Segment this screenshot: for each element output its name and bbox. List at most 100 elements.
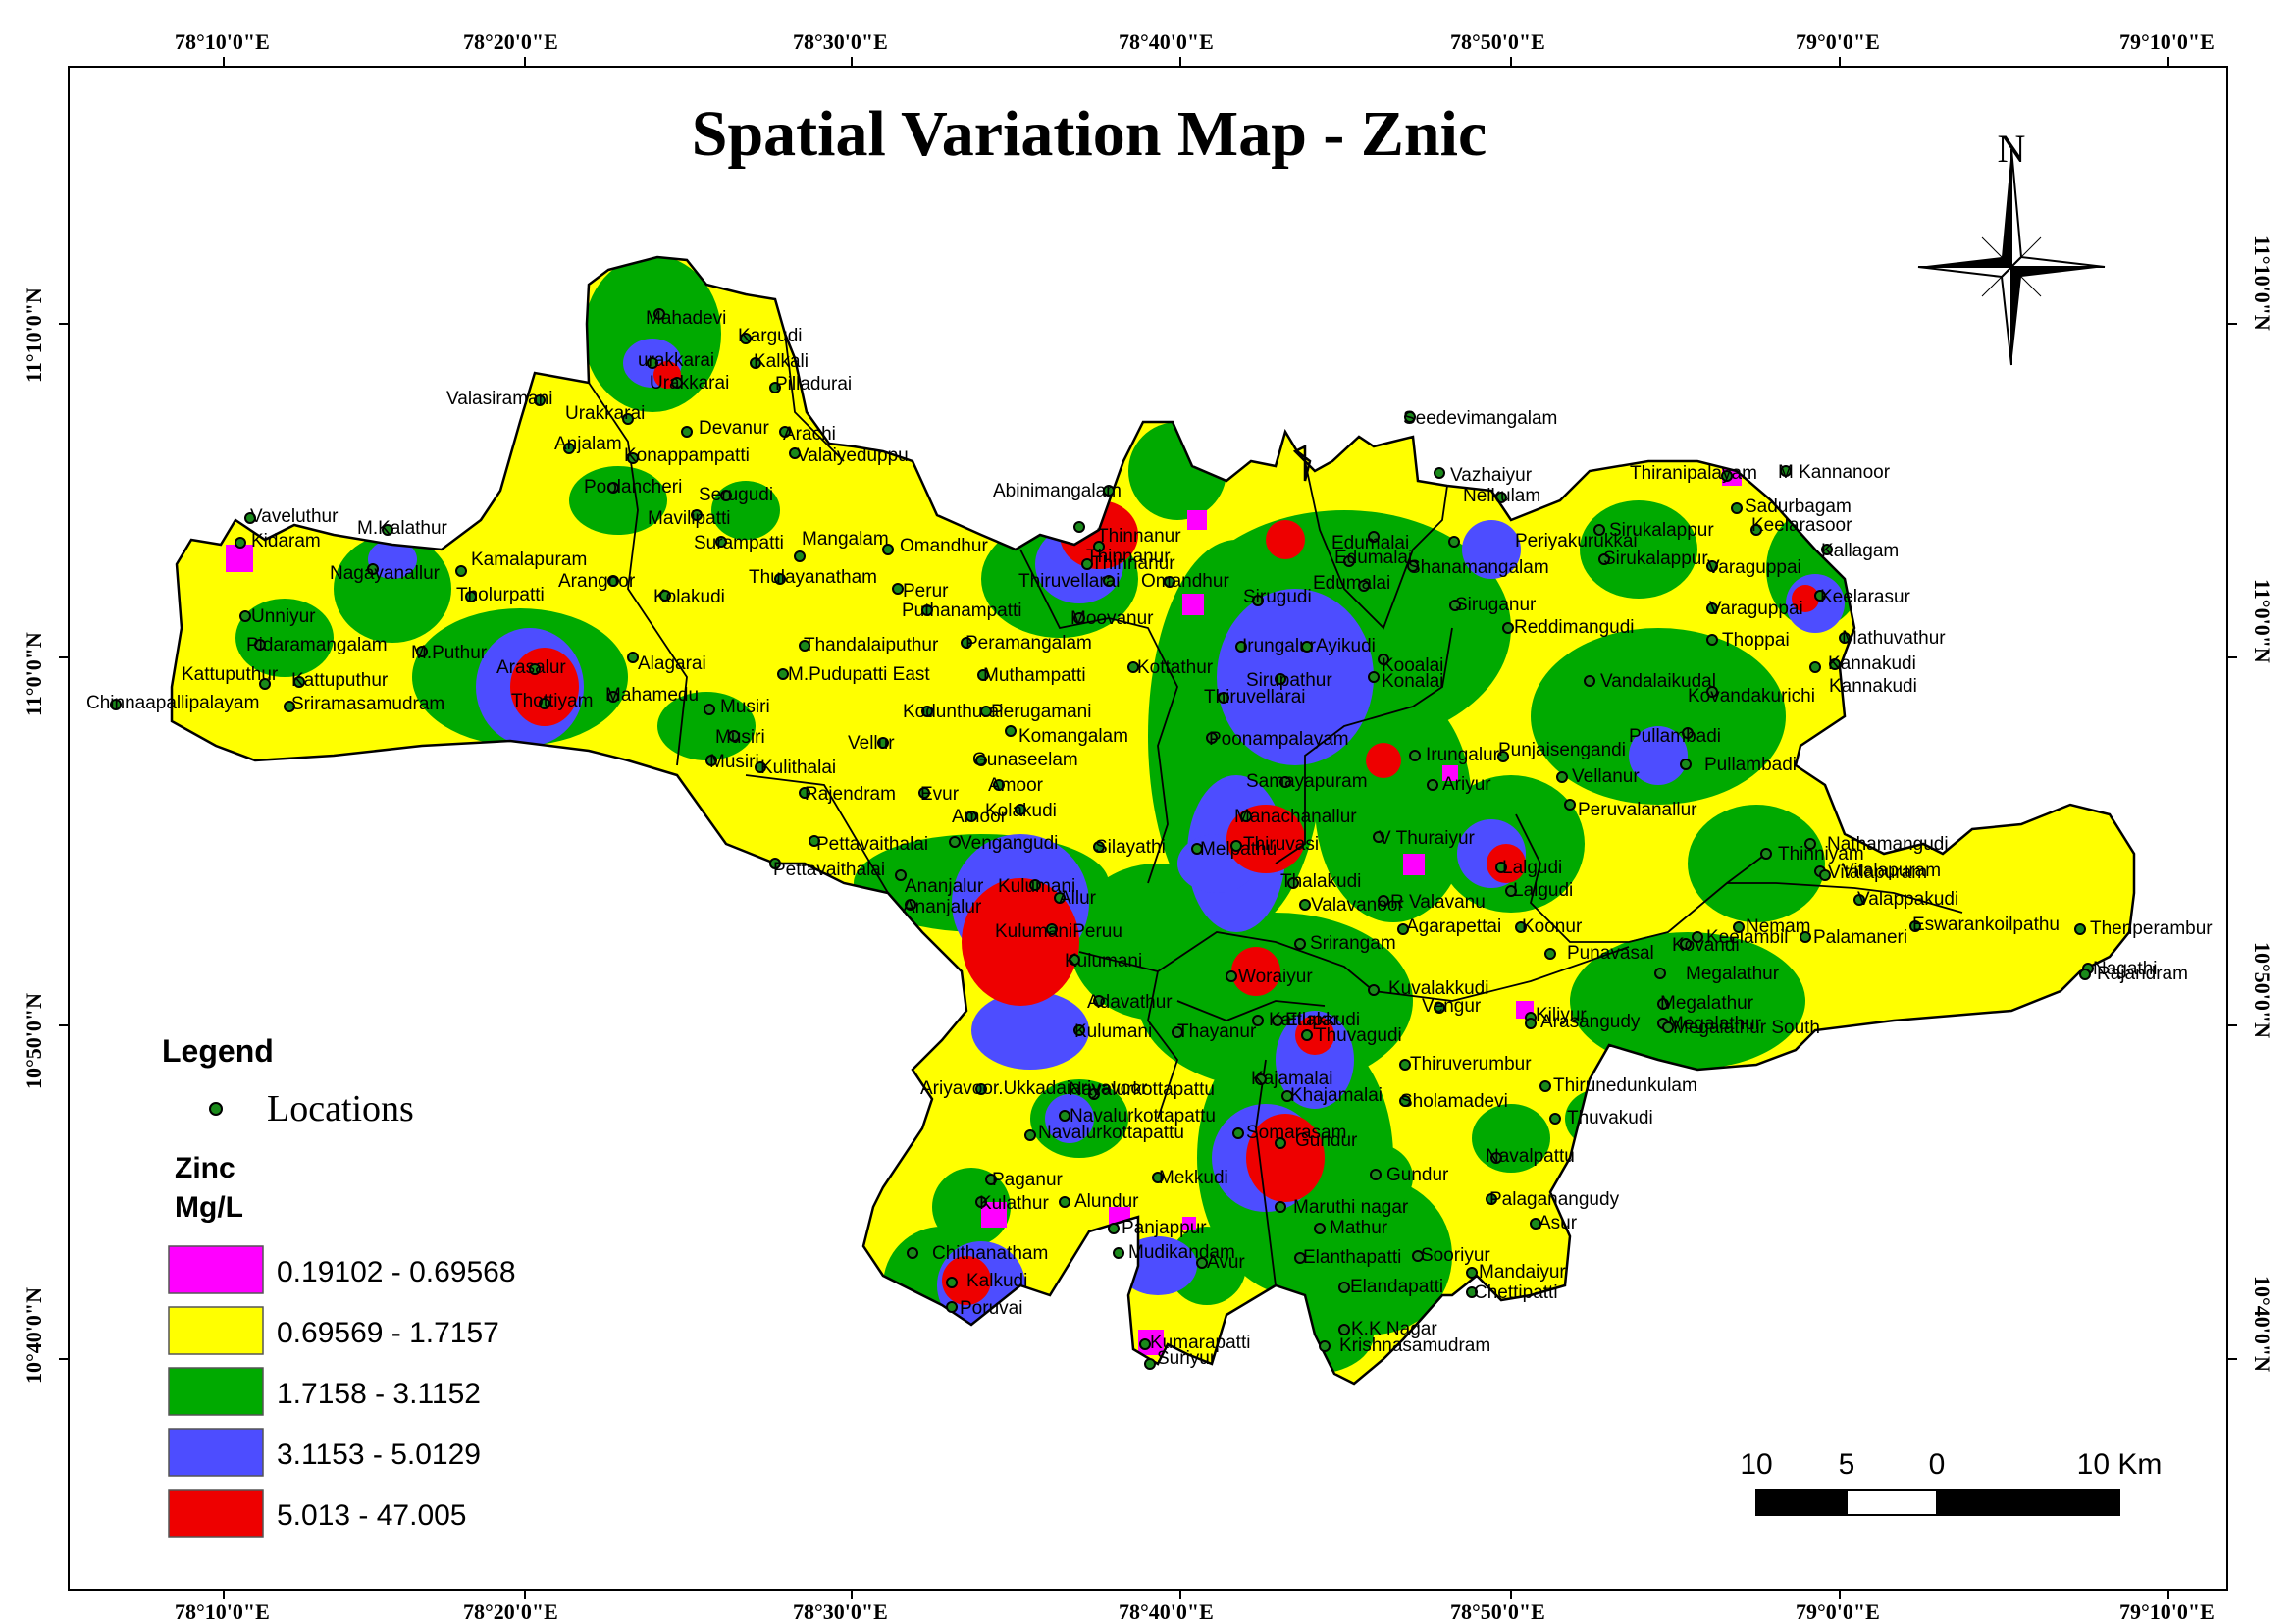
- location-marker-icon: [1093, 841, 1105, 853]
- location-marker-icon: [1069, 954, 1080, 966]
- location-label: Sadurbagam: [1745, 497, 1852, 517]
- location-label: Panjappur: [1122, 1218, 1207, 1238]
- location-label: Kulumani: [1074, 1021, 1152, 1042]
- location-label: Thinnanur: [1097, 526, 1181, 547]
- location-label: Vengangudi: [960, 833, 1058, 854]
- location-marker-icon: [1319, 1340, 1331, 1352]
- location-label: Samayapuram: [1246, 771, 1368, 792]
- location-marker-icon: [1218, 692, 1229, 704]
- location-marker-icon: [949, 836, 961, 848]
- location-label: Kulithalai: [760, 758, 836, 778]
- bottom-lon-label: 78°10'0"E: [175, 1599, 270, 1623]
- location-label: Unniyur: [251, 606, 316, 627]
- location-label: KulumaniPeruu: [995, 921, 1122, 942]
- location-label: Lalgudi: [1513, 880, 1573, 901]
- location-label: Srirangam: [1310, 933, 1396, 954]
- location-label: Maruthi nagar: [1293, 1197, 1409, 1218]
- top-lon-label: 78°40'0"E: [1119, 29, 1214, 54]
- location-marker-icon: [1399, 1095, 1411, 1107]
- location-label: Eswarankoilpathu: [1912, 915, 2060, 935]
- location-marker-icon: [1497, 751, 1509, 762]
- location-marker-icon: [740, 333, 752, 344]
- location-marker-icon: [1275, 673, 1286, 685]
- location-label: Kannakudi: [1829, 676, 1917, 697]
- location-label: Keelambil: [1706, 927, 1788, 948]
- location-marker-icon: [1272, 1015, 1283, 1026]
- location-marker-icon: [259, 678, 271, 690]
- location-marker-icon: [965, 811, 977, 822]
- location-label: Thinnanur: [1091, 553, 1175, 574]
- location-marker-icon: [1281, 1090, 1293, 1102]
- location-label: Pullambadi: [1704, 755, 1797, 775]
- location-label: Kallagam: [1821, 541, 1899, 561]
- location-label: Musiri: [715, 727, 765, 748]
- location-marker-icon: [416, 646, 428, 657]
- location-marker-icon: [1584, 675, 1595, 687]
- location-label: Valappakudi: [1857, 889, 1958, 910]
- location-label: Keelarasur: [1820, 587, 1911, 607]
- location-label: Kovandakurichi: [1688, 686, 1815, 707]
- location-marker-icon: [1370, 1169, 1382, 1180]
- location-label: Navalpattu: [1486, 1146, 1575, 1167]
- legend-swatch-2: [168, 1367, 264, 1416]
- location-label: Thinnanur: [1086, 547, 1171, 567]
- location-marker-icon: [1525, 1018, 1537, 1029]
- location-marker-icon: [239, 610, 251, 622]
- location-marker-icon: [529, 663, 541, 675]
- location-label: Alundur: [1074, 1191, 1139, 1212]
- location-label: Kulumani: [1065, 951, 1142, 971]
- location-label: Nathamangudi: [1827, 834, 1949, 855]
- location-label: Paganur: [992, 1170, 1064, 1190]
- location-marker-icon: [905, 899, 916, 911]
- location-marker-icon: [1073, 612, 1085, 624]
- location-label: Sirukalappur: [1609, 520, 1714, 541]
- location-label: Amoor: [952, 807, 1008, 827]
- location-marker-icon: [1399, 1059, 1411, 1071]
- location-marker-icon: [877, 737, 889, 749]
- location-marker-icon: [882, 544, 894, 555]
- location-marker-icon: [1093, 541, 1105, 552]
- location-marker-icon: [1804, 838, 1816, 850]
- location-label: Thalakudi: [1280, 871, 1361, 892]
- location-label: Varaguppai: [1709, 599, 1803, 619]
- location-marker-icon: [946, 1277, 958, 1288]
- location-label: Thulayanatham: [749, 567, 877, 588]
- location-label: Kannakudi: [1828, 654, 1916, 674]
- top-lon-label: 79°0'0"E: [1796, 29, 1880, 54]
- location-marker-icon: [691, 509, 703, 521]
- location-marker-icon: [1760, 848, 1772, 860]
- location-marker-icon: [1598, 553, 1610, 565]
- location-marker-icon: [1275, 1201, 1286, 1213]
- location-label: Valavanoor: [1311, 895, 1404, 916]
- location-marker-icon: [1706, 602, 1718, 614]
- location-marker-icon: [895, 869, 907, 881]
- location-marker-icon: [1564, 799, 1576, 811]
- location-label: Sirupathur: [1246, 670, 1332, 691]
- location-marker-icon: [1108, 1223, 1120, 1234]
- location-marker-icon: [1378, 654, 1389, 665]
- location-marker-icon: [647, 357, 658, 369]
- location-label: Vellur: [848, 733, 895, 754]
- location-marker-icon: [720, 490, 732, 501]
- location-marker-icon: [2074, 923, 2086, 935]
- location-label: Vazhaiyur: [1450, 465, 1533, 486]
- location-label: Poonampalayam: [1209, 729, 1349, 750]
- location-label: Periyakurukkai: [1515, 531, 1638, 551]
- location-marker-icon: [465, 591, 477, 602]
- location-label: Mahamedu: [605, 685, 699, 706]
- location-marker-icon: [907, 1247, 918, 1259]
- block-boundaries: [588, 333, 1963, 1286]
- location-label: Omandhur: [900, 536, 988, 556]
- location-label: Kattuputhur: [182, 664, 279, 685]
- location-label: Sriramasamudram: [291, 694, 444, 714]
- location-marker-icon: [1232, 1127, 1244, 1139]
- location-label: Megalathur: [1686, 964, 1780, 984]
- location-label: Kulumani: [998, 876, 1075, 897]
- location-marker-icon: [1046, 923, 1058, 935]
- location-marker-icon: [728, 730, 740, 742]
- location-label: Sholamadevi: [1400, 1091, 1508, 1112]
- location-label: Rajendram: [805, 784, 896, 805]
- location-label: Arasangudy: [1540, 1012, 1641, 1032]
- location-label: Gundur: [1386, 1165, 1449, 1185]
- location-label: Kolakudi: [985, 801, 1057, 821]
